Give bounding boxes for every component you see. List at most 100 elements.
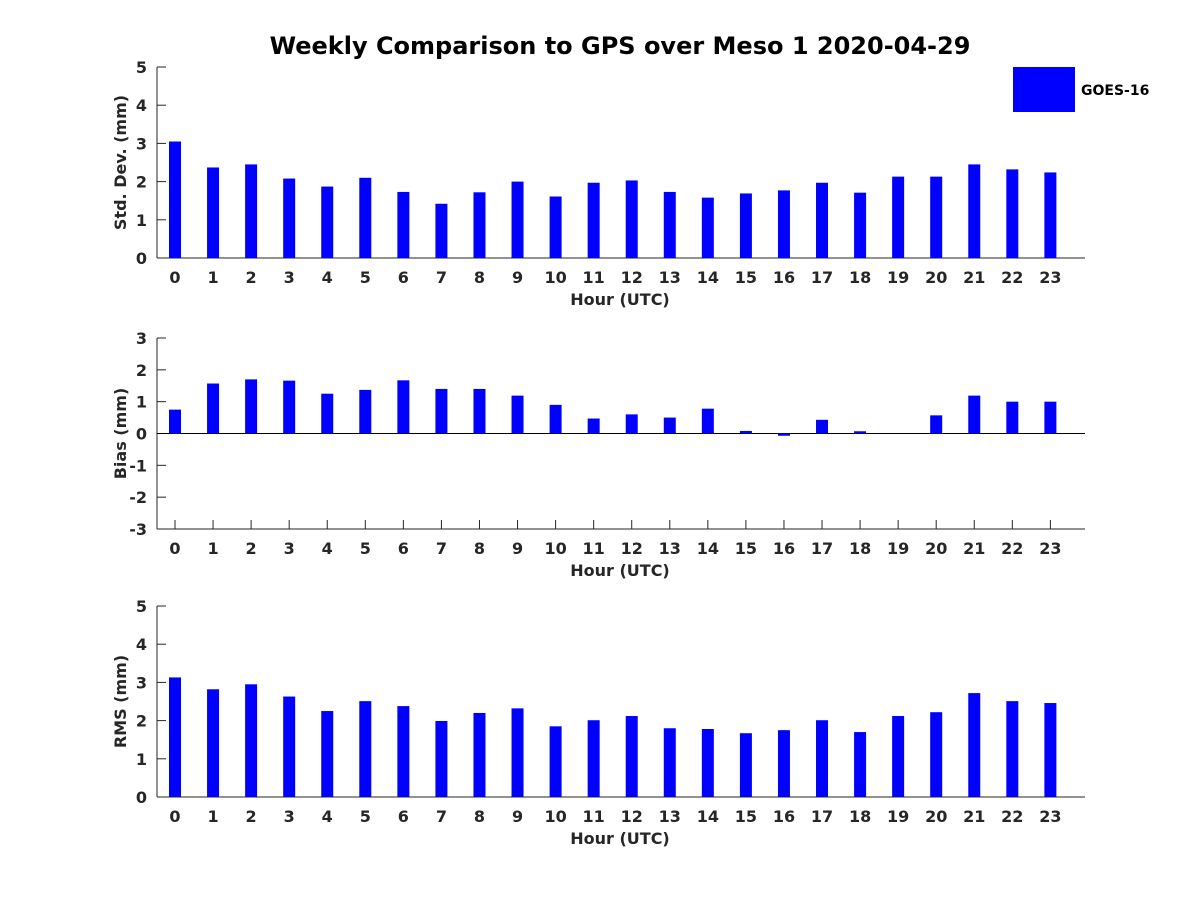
bar bbox=[701, 729, 714, 797]
x-tick-label: 2 bbox=[246, 807, 257, 826]
x-tick-label: 2 bbox=[246, 539, 257, 558]
bar bbox=[587, 418, 600, 434]
bar bbox=[435, 203, 448, 258]
x-tick-label: 6 bbox=[398, 807, 409, 826]
x-tick-label: 17 bbox=[811, 268, 833, 287]
bar bbox=[169, 141, 181, 258]
bar bbox=[701, 408, 714, 434]
x-tick-label: 9 bbox=[512, 807, 523, 826]
bar bbox=[169, 409, 181, 434]
bar bbox=[892, 176, 905, 258]
x-tick-label: 19 bbox=[887, 539, 909, 558]
x-tick-label: 13 bbox=[659, 807, 681, 826]
x-tick-label: 4 bbox=[322, 268, 333, 287]
bar bbox=[816, 182, 829, 258]
y-tick-label: 2 bbox=[136, 173, 147, 192]
y-tick-label: 5 bbox=[136, 597, 147, 616]
x-tick-label: 23 bbox=[1039, 539, 1061, 558]
bar bbox=[169, 677, 181, 797]
y-tick-label: 4 bbox=[136, 96, 147, 115]
bar bbox=[816, 419, 829, 434]
bar bbox=[587, 720, 600, 797]
y-axis-label: RMS (mm) bbox=[111, 655, 130, 748]
bar bbox=[397, 191, 410, 258]
bar bbox=[435, 720, 448, 797]
y-tick-label: 3 bbox=[136, 329, 147, 348]
x-tick-label: 0 bbox=[169, 268, 180, 287]
bar bbox=[207, 167, 220, 258]
x-tick-label: 12 bbox=[621, 268, 643, 287]
bar bbox=[359, 177, 372, 258]
x-tick-label: 1 bbox=[207, 268, 218, 287]
x-tick-label: 22 bbox=[1001, 268, 1023, 287]
x-tick-label: 7 bbox=[436, 268, 447, 287]
bar bbox=[701, 197, 714, 258]
x-tick-label: 4 bbox=[322, 807, 333, 826]
y-tick-label: 3 bbox=[136, 134, 147, 153]
y-tick-label: 3 bbox=[136, 673, 147, 692]
x-axis-label: Hour (UTC) bbox=[570, 561, 670, 580]
x-tick-label: 20 bbox=[925, 268, 947, 287]
x-tick-label: 9 bbox=[512, 539, 523, 558]
bar bbox=[245, 164, 258, 258]
x-tick-label: 8 bbox=[474, 539, 485, 558]
bar bbox=[473, 388, 486, 434]
bar bbox=[397, 380, 410, 434]
bar bbox=[511, 181, 524, 258]
bar bbox=[968, 693, 981, 797]
x-tick-label: 8 bbox=[474, 807, 485, 826]
y-tick-label: 2 bbox=[136, 712, 147, 731]
y-tick-label: 4 bbox=[136, 635, 147, 654]
bar bbox=[207, 689, 220, 797]
x-tick-label: 3 bbox=[284, 539, 295, 558]
x-tick-label: 15 bbox=[735, 807, 757, 826]
bar bbox=[854, 732, 867, 797]
y-tick-label: 1 bbox=[136, 211, 147, 230]
x-tick-label: 12 bbox=[621, 539, 643, 558]
x-tick-label: 11 bbox=[583, 539, 605, 558]
x-tick-label: 16 bbox=[773, 539, 795, 558]
y-axis-label: Bias (mm) bbox=[111, 388, 130, 480]
x-tick-label: 1 bbox=[207, 539, 218, 558]
x-tick-label: 14 bbox=[697, 268, 719, 287]
bar bbox=[587, 182, 600, 258]
x-tick-label: 23 bbox=[1039, 268, 1061, 287]
x-tick-label: 10 bbox=[544, 268, 566, 287]
x-tick-label: 2 bbox=[246, 268, 257, 287]
y-tick-label: 0 bbox=[136, 425, 147, 444]
bar bbox=[625, 716, 638, 797]
bar bbox=[549, 404, 562, 434]
x-tick-label: 13 bbox=[659, 539, 681, 558]
x-tick-label: 3 bbox=[284, 807, 295, 826]
x-tick-label: 5 bbox=[360, 807, 371, 826]
x-tick-label: 20 bbox=[925, 807, 947, 826]
x-tick-label: 9 bbox=[512, 268, 523, 287]
bar bbox=[625, 414, 638, 434]
y-tick-label: -1 bbox=[129, 456, 147, 475]
x-tick-label: 0 bbox=[169, 807, 180, 826]
x-tick-label: 11 bbox=[583, 268, 605, 287]
bar bbox=[816, 720, 829, 797]
x-tick-label: 19 bbox=[887, 268, 909, 287]
bar bbox=[892, 716, 905, 797]
bar bbox=[473, 712, 486, 797]
x-axis-label: Hour (UTC) bbox=[570, 829, 670, 848]
bar bbox=[245, 684, 258, 797]
chart-title: Weekly Comparison to GPS over Meso 1 202… bbox=[270, 32, 971, 60]
bar bbox=[663, 191, 676, 258]
x-tick-label: 14 bbox=[697, 539, 719, 558]
bar bbox=[777, 433, 790, 436]
bar bbox=[930, 712, 943, 797]
bar bbox=[549, 196, 562, 258]
x-tick-label: 18 bbox=[849, 807, 871, 826]
x-tick-label: 17 bbox=[811, 807, 833, 826]
bar bbox=[663, 417, 676, 434]
x-tick-label: 16 bbox=[773, 807, 795, 826]
x-tick-label: 3 bbox=[284, 268, 295, 287]
bar bbox=[283, 178, 296, 258]
x-tick-label: 7 bbox=[436, 807, 447, 826]
bar bbox=[663, 728, 676, 797]
x-tick-label: 11 bbox=[583, 807, 605, 826]
